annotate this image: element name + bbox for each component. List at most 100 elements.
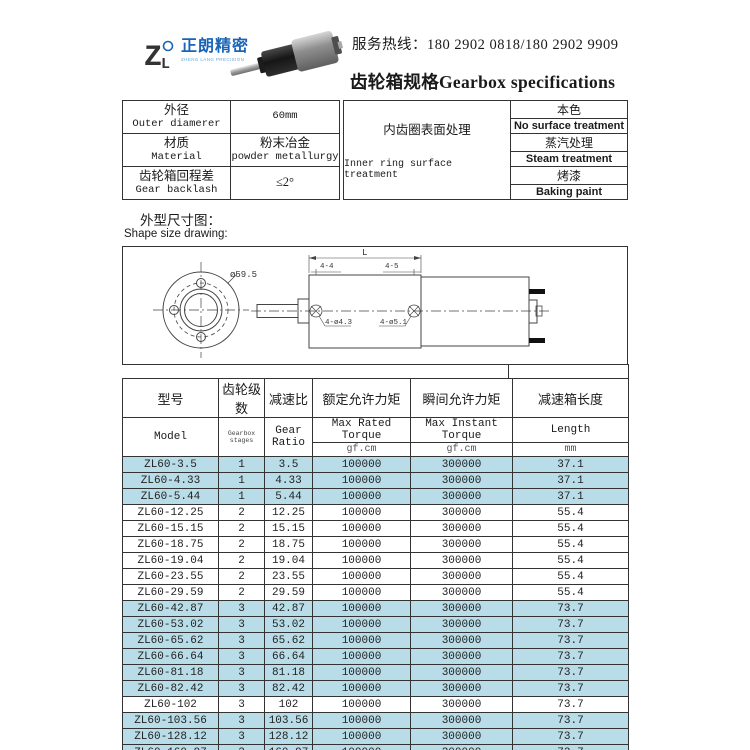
instant-torque-cell: 300000 [410, 552, 513, 569]
stages-cell: 3 [218, 648, 265, 665]
stages-cell: 2 [218, 584, 265, 601]
length-cell: 37.1 [512, 488, 629, 505]
model-cell: ZL60-23.55 [122, 568, 219, 585]
col-model-en: Model [122, 417, 219, 457]
instant-torque-cell: 300000 [410, 584, 513, 601]
table-row: ZL60-42.87 3 42.87 100000 300000 73.7 [122, 600, 629, 617]
ratio-cell: 3.5 [264, 456, 313, 473]
ratio-cell: 102 [264, 696, 313, 713]
table-row: ZL60-66.64 3 66.64 100000 300000 73.7 [122, 648, 629, 665]
stages-cell: 3 [218, 680, 265, 697]
col-rated-cn: 额定允许力矩 [312, 378, 411, 418]
table-row: ZL60-15.15 2 15.15 100000 300000 55.4 [122, 520, 629, 537]
col-model-cn: 型号 [122, 378, 219, 418]
surface-treatment-label: 内齿圈表面处理 Inner ring surface treatment [344, 101, 511, 199]
ratio-cell: 82.42 [264, 680, 313, 697]
drawing-length-label: L [362, 248, 367, 258]
instant-torque-cell: 300000 [410, 664, 513, 681]
model-cell: ZL60-160.97 [122, 744, 219, 750]
gearbox-technical-drawing: ø59.5 L 4-4 4-5 4-ø4.3 4-ø5.1 [153, 248, 549, 358]
instant-torque-cell: 300000 [410, 536, 513, 553]
col-stages-cn: 齿轮级数 [218, 378, 265, 418]
drawing-holes1-label: 4-ø4.3 [325, 319, 353, 327]
stages-cell: 1 [218, 488, 265, 505]
table-row: ZL60-103.56 3 103.56 100000 300000 73.7 [122, 712, 629, 729]
ratio-cell: 12.25 [264, 504, 313, 521]
stages-cell: 3 [218, 744, 265, 750]
ratio-cell: 42.87 [264, 600, 313, 617]
brand-name-cn: 正朗精密 [181, 38, 250, 55]
instant-torque-cell: 300000 [410, 616, 513, 633]
surface-treatment-option: 本色 [511, 101, 627, 119]
length-cell: 73.7 [512, 696, 629, 713]
instant-torque-cell: 300000 [410, 488, 513, 505]
model-cell: ZL60-12.25 [122, 504, 219, 521]
rated-torque-cell: 100000 [312, 600, 411, 617]
ratio-cell: 23.55 [264, 568, 313, 585]
rated-torque-cell: 100000 [312, 568, 411, 585]
drawing-dim1-label: 4-4 [320, 263, 334, 271]
stages-cell: 3 [218, 728, 265, 745]
table-row: ZL60-3.5 1 3.5 100000 300000 37.1 [122, 456, 629, 473]
spec-value: 粉末冶金 powder metallurgy [230, 133, 340, 167]
spec-left-body: 外径 Outer diamerer 60mm 材质 Material 粉末冶金 powder… [122, 100, 340, 200]
model-cell: ZL60-81.18 [122, 664, 219, 681]
rated-torque-cell: 100000 [312, 632, 411, 649]
spec-value: ≤2° [230, 166, 340, 200]
spec-row: 材质 Material 粉末冶金 powder metallurgy [122, 133, 340, 167]
instant-torque-cell: 300000 [410, 712, 513, 729]
length-cell: 73.7 [512, 712, 629, 729]
model-cell: ZL60-128.12 [122, 728, 219, 745]
table-row: ZL60-160.973160.9710000030000073.7 [122, 744, 629, 750]
spec-label: 外径 Outer diamerer [122, 100, 231, 134]
table-row: ZL60-5.44 1 5.44 100000 300000 37.1 [122, 488, 629, 505]
company-logo: Z L 正朗精密 ZHENG LANG PRECISION [144, 38, 249, 72]
dimension-drawing: ø59.5 L 4-4 4-5 4-ø4.3 4-ø5.1 [122, 246, 628, 365]
stages-cell: 2 [218, 568, 265, 585]
rated-torque-cell: 100000 [312, 744, 411, 750]
length-cell: 37.1 [512, 456, 629, 473]
rated-torque-cell: 100000 [312, 456, 411, 473]
service-hotline: 服务热线：180 2902 0818/180 2902 9909 [352, 37, 619, 53]
svg-text:Z: Z [144, 41, 162, 72]
length-cell: 55.4 [512, 504, 629, 521]
stages-cell: 3 [218, 616, 265, 633]
rated-torque-cell: 100000 [312, 648, 411, 665]
model-cell: ZL60-5.44 [122, 488, 219, 505]
instant-torque-cell: 300000 [410, 472, 513, 489]
surface-treatment-option: 烤漆 [511, 167, 627, 185]
rated-torque-cell: 100000 [312, 664, 411, 681]
basic-specs-table: 外径 Outer diamerer 60mm 材质 Material 粉末冶金 powder… [122, 100, 340, 200]
rated-torque-cell: 100000 [312, 728, 411, 745]
surface-treatment-label-en: Inner ring surface treatment [344, 158, 453, 181]
product-photo [226, 28, 346, 95]
surface-treatment-options: 本色 No surface treatment 蒸汽处理 Steam treatmen… [511, 101, 627, 199]
model-cell: ZL60-18.75 [122, 536, 219, 553]
zl-logo-icon: Z L [144, 40, 174, 72]
model-cell: ZL60-42.87 [122, 600, 219, 617]
length-cell: 37.1 [512, 472, 629, 489]
stages-cell: 3 [218, 712, 265, 729]
header-row-cn: 型号 齿轮级数 减速比 额定允许力矩 瞬间允许力矩 减速箱长度 [122, 378, 629, 418]
drawing-label-en: Shape size drawing: [124, 228, 228, 240]
ratio-cell: 66.64 [264, 648, 313, 665]
header-row-en: Model Gearbox stages Gear Ratio Max Rate… [122, 417, 629, 457]
table-row: ZL60-82.42 3 82.42 100000 300000 73.7 [122, 680, 629, 697]
stages-cell: 3 [218, 600, 265, 617]
rated-torque-cell: 100000 [312, 536, 411, 553]
stages-cell: 1 [218, 456, 265, 473]
drawing-holes2-label: 4-ø5.1 [380, 319, 408, 327]
ratio-cell: 128.12 [264, 728, 313, 745]
spec-label: 齿轮箱回程差 Gear backlash [122, 166, 231, 200]
stages-cell: 1 [218, 472, 265, 489]
model-cell: ZL60-66.64 [122, 648, 219, 665]
stages-cell: 3 [218, 664, 265, 681]
ratio-cell: 29.59 [264, 584, 313, 601]
surface-treatment-option: Baking paint [535, 186, 602, 198]
rated-torque-cell: 100000 [312, 552, 411, 569]
brand-name-en: ZHENG LANG PRECISION [181, 56, 245, 62]
col-length-unit: mm [512, 442, 629, 457]
stages-cell: 2 [218, 552, 265, 569]
gear-ratio-table-body: ZL60-3.5 1 3.5 100000 300000 37.1 ZL60-4.33 1 4.… [122, 456, 629, 750]
